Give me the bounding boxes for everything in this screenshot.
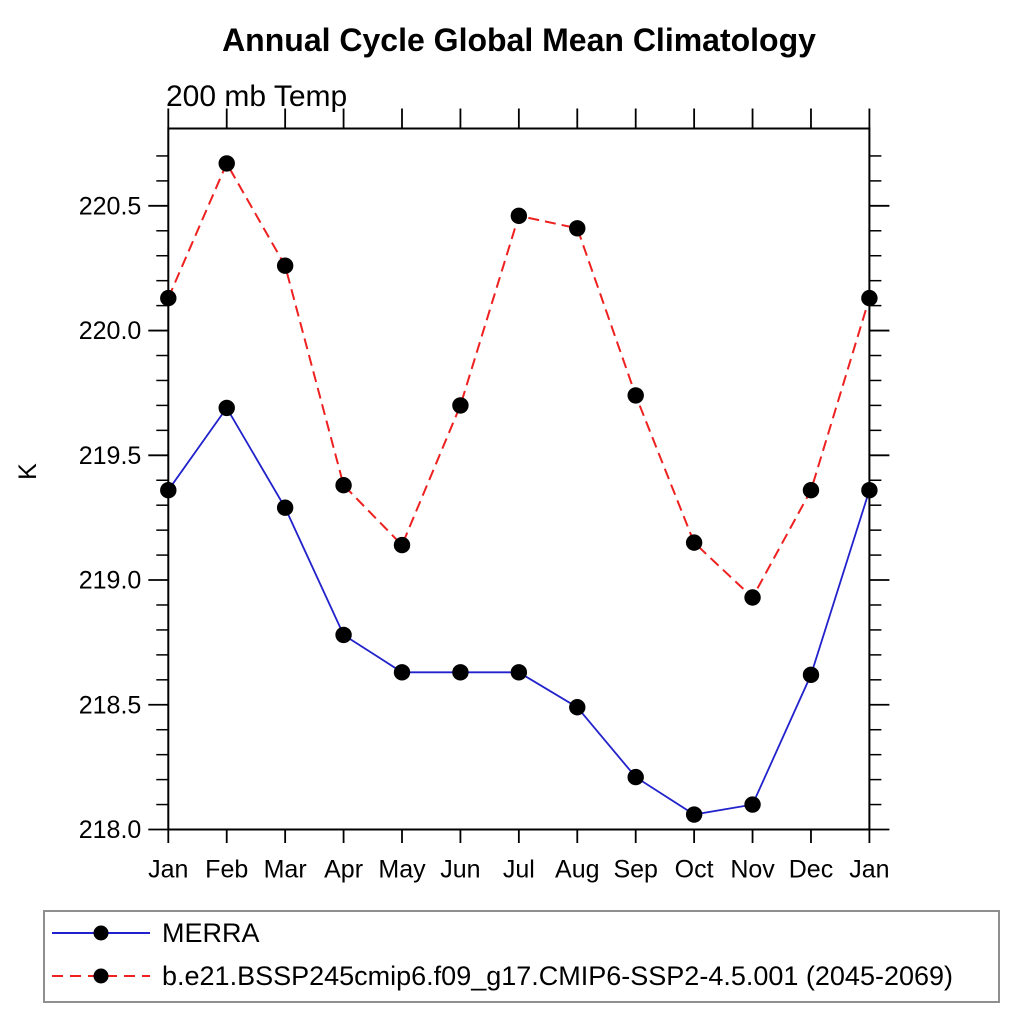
series-line-merra [167, 406, 871, 816]
data-point-marker [218, 155, 235, 172]
data-point-marker [335, 477, 352, 494]
data-point-marker [510, 207, 528, 225]
data-point-marker [627, 768, 644, 786]
legend-label-merra: MERRA [162, 917, 260, 948]
data-point-marker [510, 664, 528, 681]
legend-line-solid-icon [52, 925, 150, 941]
data-point-marker [160, 289, 177, 307]
x-axis-tick-label: Nov [730, 856, 775, 884]
x-axis-tick-label: Jul [503, 856, 535, 884]
data-point-marker [569, 220, 586, 237]
x-axis-tick-label: Jan [148, 856, 188, 884]
data-point-marker [393, 664, 411, 681]
plot-frame [167, 127, 871, 831]
x-axis-tick-label: Aug [555, 856, 599, 884]
data-point-marker [744, 796, 761, 813]
data-point-marker [276, 257, 294, 274]
x-axis-tick-label: Dec [789, 856, 833, 884]
data-point-marker [685, 534, 703, 551]
data-point-marker [685, 806, 703, 823]
data-point-marker [218, 399, 235, 417]
data-point-marker [569, 699, 586, 716]
chart-title: Annual Cycle Global Mean Climatology [222, 22, 816, 58]
legend-line-dashed-icon [52, 968, 150, 984]
x-axis-tick-label: Jan [849, 856, 889, 884]
data-point-marker [861, 289, 878, 307]
chart-subtitle: 200 mb Temp [166, 80, 348, 113]
x-axis-tick-label: Jun [440, 856, 480, 884]
data-point-marker [627, 387, 644, 404]
data-point-marker [335, 626, 352, 644]
x-axis-tick-label: Sep [613, 856, 657, 884]
data-point-marker [861, 482, 878, 499]
x-axis-tick-label: May [378, 856, 426, 884]
data-point-marker [452, 664, 469, 681]
x-axis-tick-label: Oct [675, 856, 714, 884]
legend-label-model: b.e21.BSSP245cmip6.f09_g17.CMIP6-SSP2-4.… [162, 960, 954, 991]
series-line-model [167, 161, 871, 600]
data-point-marker [802, 482, 820, 499]
data-point-marker [276, 499, 294, 516]
data-point-marker [393, 536, 411, 554]
y-axis-tick-label: 218.0 [79, 816, 142, 844]
x-axis-tick-label: Apr [324, 856, 363, 884]
y-axis-tick-label: 220.5 [79, 192, 142, 220]
legend-item-model: b.e21.BSSP245cmip6.f09_g17.CMIP6-SSP2-4.… [49, 961, 953, 991]
x-axis-tick-label: Mar [264, 856, 307, 884]
y-axis-tick-label: 219.5 [79, 442, 142, 470]
y-axis-tick-label: 219.0 [79, 567, 142, 595]
data-point-marker [452, 397, 469, 414]
legend-box: MERRA b.e21.BSSP245cmip6.f09_g17.CMIP6-S… [43, 910, 1000, 1003]
y-axis-tick-label: 220.0 [79, 317, 142, 345]
data-point-marker [802, 666, 820, 684]
legend-item-merra: MERRA [49, 918, 260, 948]
data-point-marker [744, 589, 761, 606]
data-point-marker [160, 482, 177, 499]
y-axis-tick-label: 218.5 [79, 691, 142, 719]
x-axis-tick-label: Feb [205, 856, 248, 884]
